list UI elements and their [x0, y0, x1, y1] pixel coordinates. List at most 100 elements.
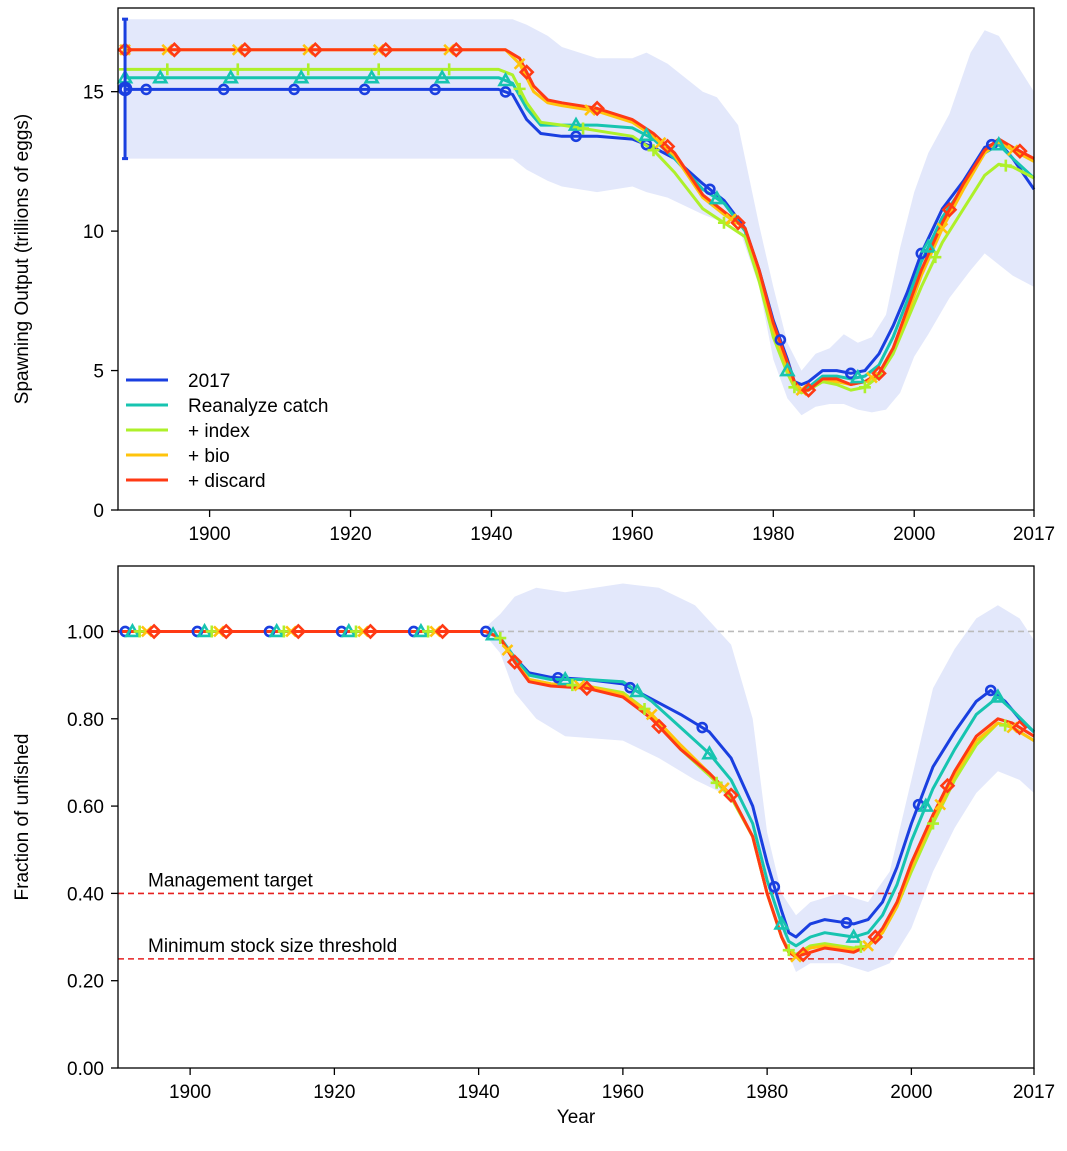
point-reanalyze-catch-1992 [849, 368, 867, 384]
x-tick-label-1920: 1920 [313, 1082, 355, 1103]
point-discard-1905 [236, 41, 253, 58]
point-reanalyze-catch-1982 [773, 915, 790, 930]
point-bio-1944 [513, 57, 526, 70]
point-2017-1952 [570, 130, 582, 143]
point-index-1993 [858, 381, 871, 394]
point-index-1933 [422, 625, 435, 638]
point-index-2013 [999, 159, 1012, 172]
point-2017-1922 [358, 83, 371, 96]
point-reanalyze-catch-1952 [556, 670, 574, 686]
point-discard-1915 [307, 41, 324, 58]
x-tick-label-1900: 1900 [169, 1082, 211, 1103]
point-index-1943 [494, 632, 507, 645]
point-index-1953 [566, 679, 579, 692]
point-reanalyze-catch-2012 [989, 688, 1007, 703]
point-discard-1915 [290, 623, 307, 640]
y-tick-label-10: 10 [83, 222, 104, 243]
point-index-2003 [929, 251, 942, 264]
point-bio-2004 [934, 798, 947, 811]
x-tick-label-1960: 1960 [602, 1082, 644, 1103]
point-index-1963 [638, 702, 651, 715]
point-index-1953 [577, 122, 590, 135]
point-reanalyze-catch-2002 [920, 238, 937, 253]
point-reanalyze-catch-1903 [222, 69, 239, 84]
y-tick-label-0-40: 0.40 [67, 884, 104, 905]
point-2017-1971 [704, 183, 716, 196]
point-discard-2005 [939, 777, 956, 794]
point-index-1914 [302, 63, 315, 76]
point-2017-2001 [915, 247, 928, 260]
point-index-1904 [231, 63, 244, 76]
point-discard-1935 [448, 41, 465, 58]
point-2017-1991 [840, 917, 853, 929]
legend-label-reanalyze-catch: Reanalyze catch [188, 396, 328, 417]
point-index-2003 [927, 817, 940, 830]
point-reanalyze-catch-2012 [990, 136, 1008, 151]
point-discard-1965 [659, 138, 676, 155]
point-index-1913 [277, 625, 290, 638]
point-reanalyze-catch-1942 [484, 626, 502, 641]
point-discard-1975 [730, 214, 746, 231]
point-reanalyze-catch-1913 [292, 69, 310, 84]
point-index-1894 [161, 63, 174, 76]
series-line-reanalyze-catch [118, 630, 1036, 948]
point-2017-2011 [984, 684, 997, 697]
point-2017-1942 [499, 86, 512, 98]
point-index-1934 [443, 63, 456, 76]
y-tick-label-5: 5 [93, 362, 104, 383]
point-discard-1965 [651, 718, 667, 735]
point-reanalyze-catch-1923 [363, 69, 380, 84]
point-2017-1981 [774, 334, 787, 346]
point-2017-1981 [768, 881, 781, 893]
point-2017-1902 [217, 83, 230, 96]
point-bio-1974 [725, 213, 737, 225]
point-bio-1994 [862, 939, 875, 952]
legend-label-index: + index [188, 421, 250, 442]
point-index-1923 [350, 625, 363, 638]
y-tick-label-1-00: 1.00 [67, 622, 104, 643]
y-axis-label: Fraction of unfished [12, 734, 33, 901]
point-discard-1945 [518, 64, 535, 80]
y-tick-label-0: 0 [93, 501, 104, 522]
point-index-1973 [710, 776, 723, 789]
point-2017-1912 [288, 83, 300, 96]
point-bio-1964 [645, 708, 658, 721]
point-reanalyze-catch-1972 [701, 745, 718, 760]
x-tick-label-1940: 1940 [457, 1082, 499, 1103]
point-reanalyze-catch-1942 [497, 71, 514, 87]
point-discard-2015 [1011, 719, 1028, 736]
point-discard-1995 [867, 929, 884, 945]
point-reanalyze-catch-1972 [708, 189, 726, 205]
point-discard-1955 [589, 100, 605, 117]
uncertainty-band [125, 19, 1034, 416]
point-discard-1955 [578, 680, 595, 697]
point-discard-1985 [795, 946, 812, 963]
point-discard-1925 [377, 41, 394, 58]
point-reanalyze-catch-1982 [779, 361, 796, 377]
point-reanalyze-catch-2002 [917, 797, 935, 812]
point-discard-1935 [434, 623, 451, 640]
point-reanalyze-catch-1952 [567, 116, 585, 131]
point-discard-1895 [146, 623, 162, 640]
point-2017-1932 [429, 83, 441, 96]
y-tick-label-15: 15 [83, 83, 104, 104]
plot-frame [117, 565, 1035, 1069]
point-discard-1905 [218, 623, 235, 640]
x-tick-label-1940: 1940 [470, 524, 512, 545]
point-discard-1975 [723, 787, 739, 804]
legend-label-bio: + bio [188, 446, 230, 467]
point-reanalyze-catch-1893 [152, 69, 169, 84]
y-tick-label-0-60: 0.60 [67, 797, 104, 818]
point-reanalyze-catch-1962 [638, 126, 655, 142]
point-reanalyze-catch-1933 [433, 69, 451, 84]
y-tick-label-0-80: 0.80 [67, 710, 104, 731]
point-discard-1925 [362, 623, 379, 640]
x-tick-label-1980: 1980 [752, 524, 794, 545]
point-index-1993 [854, 940, 867, 953]
point-2017-1891 [140, 83, 152, 96]
point-discard-1985 [800, 382, 817, 398]
point-bio-1964 [654, 136, 667, 149]
point-2017-1991 [844, 367, 857, 380]
point-discard-1945 [506, 654, 523, 670]
point-discard-1895 [166, 41, 183, 58]
